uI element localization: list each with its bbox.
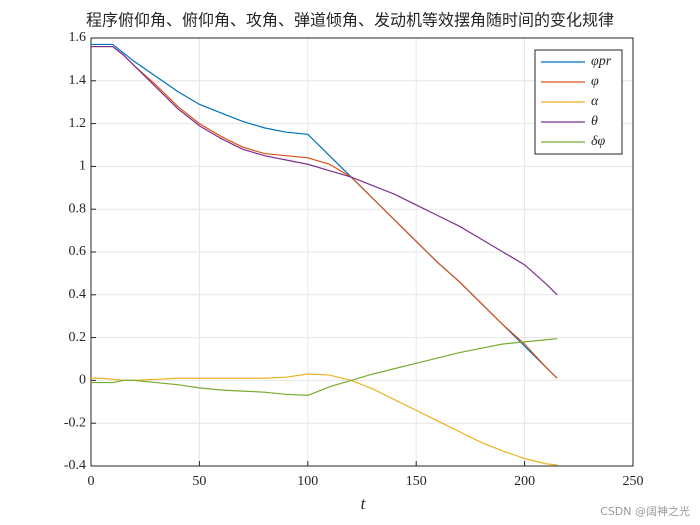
series-line: [91, 45, 558, 296]
chart-title: 程序俯仰角、俯仰角、攻角、弹道倾角、发动机等效摆角随时间的变化规律: [86, 12, 614, 30]
y-tick-label: -0.2: [64, 415, 86, 430]
y-tick-label: 1.4: [69, 73, 87, 88]
x-axis-label: t: [361, 494, 367, 513]
x-tick-label: 200: [514, 474, 535, 489]
series-line: [91, 338, 558, 396]
watermark: CSDN @阔神之光: [600, 504, 690, 518]
y-tick-label: 1: [79, 159, 86, 174]
legend-label: α: [591, 94, 599, 109]
y-tick-label: 1.6: [69, 30, 87, 45]
x-tick-label: 250: [623, 474, 644, 489]
x-tick-label: 100: [297, 474, 318, 489]
y-tick-label: 0.2: [69, 330, 87, 345]
legend-label: φ: [591, 74, 599, 89]
legend-label: δφ: [591, 134, 606, 149]
axes-box: [90, 37, 634, 467]
y-tick-label: 0.4: [69, 287, 87, 302]
x-tick-label: 150: [406, 474, 427, 489]
y-tick-label: -0.4: [64, 458, 86, 473]
legend-label: θ: [591, 114, 598, 129]
x-tick-label: 0: [88, 474, 95, 489]
y-tick-label: 0.8: [69, 201, 87, 216]
x-tick-label: 50: [192, 474, 206, 489]
y-tick-label: 1.2: [69, 116, 87, 131]
y-tick-label: 0.6: [69, 244, 87, 259]
y-tick-label: 0: [79, 373, 86, 388]
legend-label: φpr: [591, 54, 612, 69]
